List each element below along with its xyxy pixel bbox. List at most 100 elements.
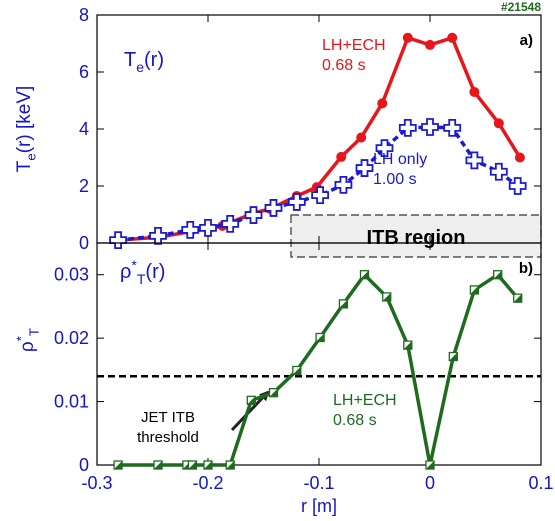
y-axis-label: ρ*T [13,328,41,352]
marker [359,270,370,280]
y-axis-label-part: * [13,336,28,341]
series-time: 0.68 s [333,412,377,429]
marker-half [339,299,348,308]
marker [199,218,217,237]
marker [421,118,439,136]
marker [355,159,374,177]
marker [493,118,504,129]
region-label: ITB region [367,227,466,249]
marker [315,332,325,343]
marker-half [513,294,522,303]
marker-half [493,270,502,279]
marker [514,152,525,163]
marker [149,226,167,245]
marker [398,118,417,137]
marker-half [382,292,391,301]
marker-half [247,396,256,405]
y-tick-label: 0 [79,455,89,475]
series-label: LH+ECH [333,392,397,409]
marker [221,215,240,233]
marker-half [449,352,458,361]
marker [113,460,123,470]
marker-half [114,461,123,469]
marker [469,285,480,295]
x-tick-label: -0.3 [81,473,112,493]
marker [493,270,503,280]
marker [447,32,458,43]
y-axis-label-part: ρ [17,341,38,352]
marker-half [470,285,479,294]
x-tick-label: 0.1 [528,473,553,493]
panel-label: a) [520,32,533,49]
series-time: 0.68 s [322,57,366,74]
y-axis-label: Te(r) [keV] [14,86,39,173]
y-axis-label-part: e [24,153,39,160]
series-line [117,35,522,242]
marker [246,395,256,405]
y-axis-label-part: T [27,328,42,336]
x-tick-label: -0.2 [192,473,223,493]
x-tick-label: -0.1 [303,473,334,493]
marker [403,340,413,350]
marker [336,151,347,162]
y-tick-label: 4 [79,119,89,139]
marker [311,186,330,205]
marker [187,460,198,470]
marker [268,388,279,398]
inner-label-part: (r) [144,49,164,71]
inner-label-part: ρ [120,261,131,283]
marker-half [204,461,212,469]
series-time: 1.00 s [373,171,417,188]
series-label: LH+ECH [322,37,386,54]
marker [448,351,458,362]
marker [508,177,527,195]
inner-label-part: e [136,59,144,75]
marker-half [360,270,369,279]
marker [334,175,353,194]
series-label: LH only [373,151,427,168]
panel-label: b) [519,260,533,277]
marker-half [426,461,434,469]
y-tick-label: 0 [79,233,89,253]
y-tick-label: 8 [79,5,89,25]
marker [181,220,200,239]
threshold-label: JET ITB [141,409,195,426]
marker [469,86,480,97]
y-tick-label: 0.02 [54,328,89,348]
marker [382,292,392,302]
shot-number: #21548 [501,0,541,14]
y-axis-label-part: (r) [keV] [14,86,35,154]
marker-half [403,341,412,350]
marker [377,98,388,109]
x-axis-label: r [m] [301,496,337,516]
inner-label-part: T [124,49,136,71]
inner-label-part: (r) [145,261,165,283]
y-axis-label-part: T [14,160,35,172]
inner-label: ρ*T(r) [120,257,165,287]
marker-half [269,388,278,397]
marker [443,118,462,137]
marker [375,139,394,157]
marker [244,206,263,224]
marker [356,132,367,143]
inner-label-part: * [131,257,137,273]
marker [425,460,435,470]
y-tick-label: 0.01 [54,392,89,412]
marker-half [188,461,197,469]
threshold-label: threshold [137,429,199,446]
marker-half [292,366,301,375]
marker [264,199,283,217]
marker [225,460,235,470]
inner-label-part: T [137,271,146,287]
y-tick-label: 0.03 [54,265,89,285]
y-tick-label: 2 [79,176,89,196]
x-tick-label: 0 [425,473,435,493]
marker [489,162,508,181]
marker [153,460,163,470]
marker [338,299,349,309]
marker [203,460,213,470]
marker [287,193,306,211]
marker [465,151,484,170]
marker [292,365,302,376]
